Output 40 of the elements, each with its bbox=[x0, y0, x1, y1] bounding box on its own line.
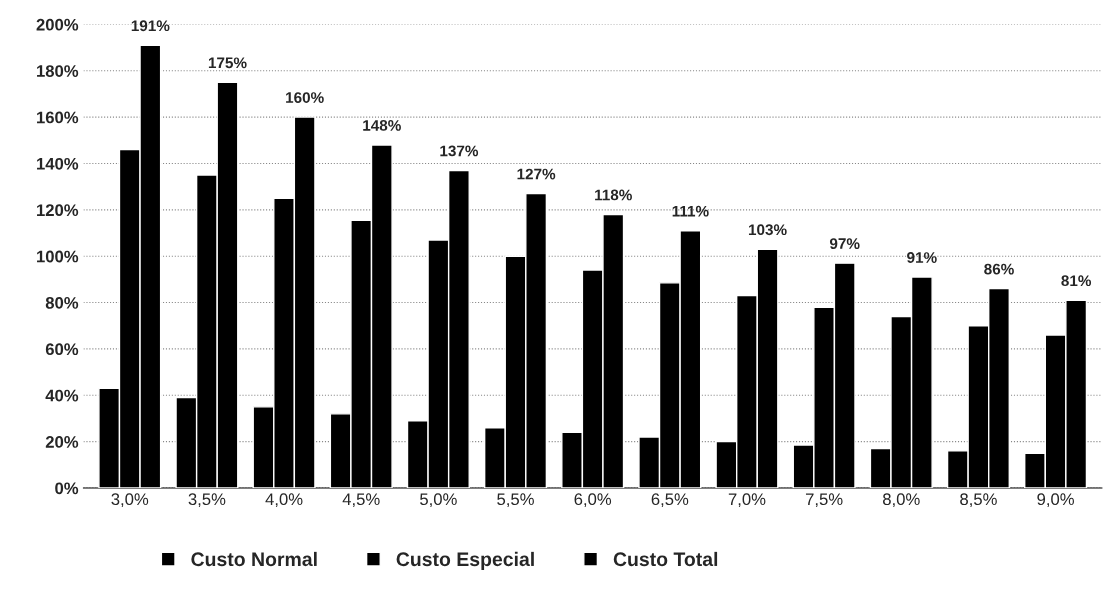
legend-label: Custo Normal bbox=[191, 551, 317, 567]
x-tick-label: 7,0% bbox=[728, 493, 766, 508]
y-tick-label: 120% bbox=[37, 204, 79, 217]
x-tick-label: 3,0% bbox=[111, 493, 149, 508]
legend-label: Custo Total bbox=[613, 551, 718, 567]
data-label: 160% bbox=[286, 92, 324, 103]
data-label: 81% bbox=[1061, 275, 1092, 287]
legend-label: Custo Especial bbox=[396, 551, 534, 570]
data-label: 191% bbox=[131, 20, 170, 32]
data-label: 111% bbox=[672, 205, 709, 217]
x-tick-label: 4,5% bbox=[342, 493, 380, 508]
y-tick-label: 160% bbox=[37, 111, 79, 124]
x-tick-label: 9,0% bbox=[1037, 493, 1074, 508]
data-label: 86% bbox=[984, 263, 1014, 275]
data-label: 103% bbox=[748, 224, 787, 236]
y-tick-label: 80% bbox=[45, 296, 79, 309]
x-tick-label: 5,5% bbox=[497, 493, 534, 508]
data-label: 91% bbox=[907, 252, 937, 263]
x-tick-label: 8,0% bbox=[883, 493, 920, 508]
y-tick-label: 100% bbox=[37, 250, 79, 263]
data-label: 118% bbox=[595, 189, 632, 201]
x-tick-label: 6,5% bbox=[651, 493, 689, 508]
y-tick-label: 0% bbox=[55, 482, 79, 495]
data-label: 127% bbox=[517, 168, 556, 180]
data-label: 175% bbox=[208, 57, 247, 69]
x-tick-label: 6,0% bbox=[574, 493, 612, 508]
y-tick-label: 180% bbox=[37, 65, 79, 77]
data-label: 137% bbox=[440, 145, 479, 157]
x-tick-label: 5,0% bbox=[420, 493, 457, 508]
y-tick-label: 40% bbox=[45, 389, 79, 402]
data-label: 97% bbox=[829, 238, 860, 250]
y-tick-label: 20% bbox=[45, 436, 79, 448]
x-tick-label: 7,5% bbox=[805, 493, 843, 508]
data-label: 148% bbox=[363, 119, 401, 131]
x-tick-label: 4,0% bbox=[265, 493, 303, 508]
y-tick-label: 60% bbox=[45, 343, 79, 356]
x-tick-label: 8,5% bbox=[960, 493, 997, 508]
y-tick-label: 200% bbox=[36, 18, 79, 31]
x-tick-label: 3,5% bbox=[188, 493, 226, 508]
y-tick-label: 140% bbox=[37, 157, 79, 170]
